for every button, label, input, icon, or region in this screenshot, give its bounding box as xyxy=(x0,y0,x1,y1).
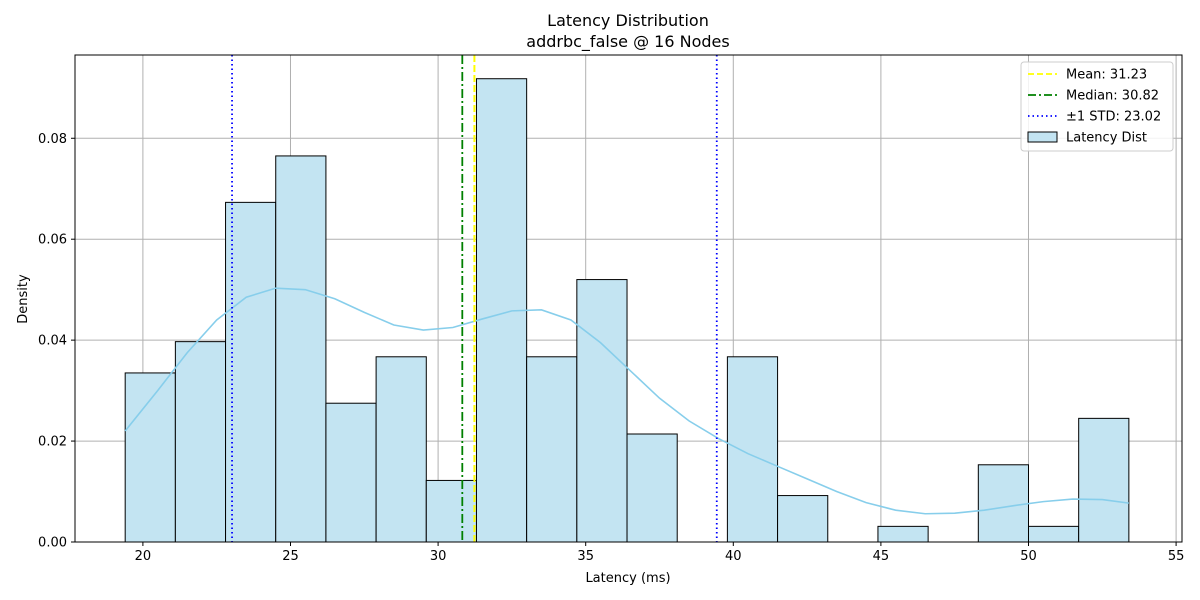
x-tick-label-6: 50 xyxy=(1020,549,1037,564)
x-tick-label-3: 35 xyxy=(577,549,594,564)
plot-area-frame xyxy=(74,54,1183,543)
histogram-bar-0 xyxy=(124,372,176,543)
histogram-bar-8 xyxy=(526,356,578,543)
histogram-bar-19 xyxy=(1078,417,1130,543)
x-axis-label: Latency (ms) xyxy=(585,571,670,586)
y-tick-label-0: 0.00 xyxy=(38,536,67,551)
y-tick-label-2: 0.04 xyxy=(38,334,67,349)
legend-swatch-3 xyxy=(1027,131,1058,143)
legend-label-0: Mean: 31.23 xyxy=(1066,68,1147,83)
reference-lines xyxy=(231,55,718,542)
legend-box xyxy=(1020,61,1174,152)
histogram-bar-9 xyxy=(576,279,628,543)
y-axis-ticks: 0.00 0.02 0.04 0.06 0.08 xyxy=(38,132,75,551)
histogram-bar-17 xyxy=(977,464,1029,543)
legend: Mean: 31.23 Median: 30.82 ±1 STD: 23.02 Lat… xyxy=(1020,61,1174,152)
y-axis-label: Density xyxy=(16,274,31,324)
x-tick-label-2: 30 xyxy=(430,549,447,564)
histogram-bar-12 xyxy=(726,356,779,543)
x-tick-label-4: 40 xyxy=(725,549,742,564)
histogram-bar-5 xyxy=(375,356,427,543)
histogram-bar-3 xyxy=(275,155,327,543)
x-tick-label-5: 45 xyxy=(873,549,890,564)
y-tick-label-3: 0.06 xyxy=(38,233,67,248)
x-tick-label-7: 55 xyxy=(1168,549,1185,564)
legend-label-3: Latency Dist xyxy=(1066,131,1147,146)
chart-title: Latency Distribution xyxy=(547,11,709,30)
x-tick-label-0: 20 xyxy=(135,549,152,564)
histogram-bars xyxy=(124,78,1130,543)
histogram-bar-18 xyxy=(1027,525,1080,543)
x-axis-ticks: 20 25 30 35 40 45 50 55 xyxy=(135,542,1185,564)
x-tick-label-1: 25 xyxy=(282,549,299,564)
chart-subtitle: addrbc_false @ 16 Nodes xyxy=(526,32,729,52)
histogram-bar-4 xyxy=(325,402,377,543)
histogram-bar-1 xyxy=(174,341,227,543)
histogram-bar-2 xyxy=(225,201,277,543)
histogram-bar-6 xyxy=(425,479,477,543)
histogram-bar-10 xyxy=(626,433,678,543)
kde-curve xyxy=(124,287,1129,515)
y-tick-label-1: 0.02 xyxy=(38,435,67,450)
histogram-bar-15 xyxy=(877,525,929,543)
legend-label-2: ±1 STD: 23.02 xyxy=(1066,110,1161,125)
y-tick-label-4: 0.08 xyxy=(38,132,67,147)
legend-label-1: Median: 30.82 xyxy=(1066,89,1159,104)
histogram-bar-13 xyxy=(777,495,829,543)
